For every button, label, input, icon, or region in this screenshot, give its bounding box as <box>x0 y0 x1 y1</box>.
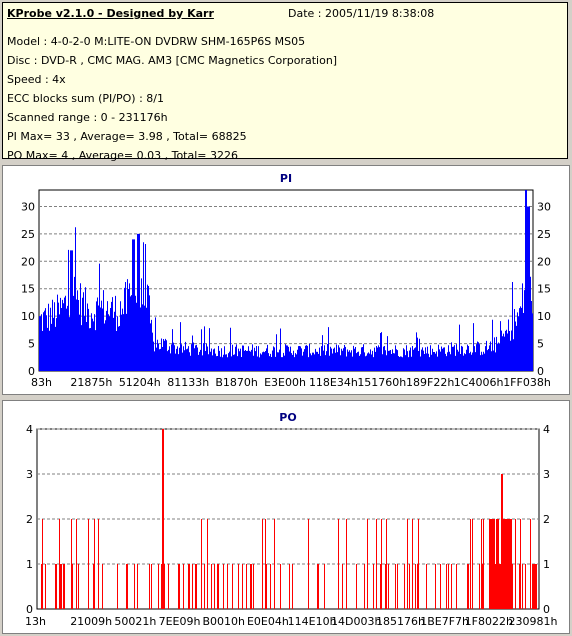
po-ytick-right: 4 <box>543 423 550 436</box>
pi-xtick: E3E00h <box>264 376 306 389</box>
pi-title: PI <box>280 172 292 185</box>
po-ytick-left: 2 <box>26 513 33 526</box>
pi-ytick-right: 25 <box>537 228 551 241</box>
pi-ytick-left: 20 <box>21 255 35 268</box>
po-stats-line: PO Max= 4 , Average= 0.03 , Total= 3226 <box>7 149 238 162</box>
po-xtick: 230981h <box>509 615 558 628</box>
pi-chart-panel: PI 0 0 5 5 10 10 15 15 20 20 25 25 30 30 83h 21875h 51204… <box>2 165 570 395</box>
po-xtick: B0010h <box>202 615 245 628</box>
po-title: PO <box>279 411 296 424</box>
po-ytick-right: 2 <box>543 513 550 526</box>
pi-ytick-left: 30 <box>21 200 35 213</box>
pi-ytick-left: 5 <box>28 338 35 351</box>
model-line: Model : 4-0-2-0 M:LITE-ON DVDRW SHM-165P… <box>7 35 306 48</box>
po-xtick: 1BE7F7h <box>420 615 469 628</box>
pi-xtick: 21875h <box>70 376 112 389</box>
pi-chart: PI 0 0 5 5 10 10 15 15 20 20 25 25 30 30 83h 21875h 51204… <box>21 172 551 389</box>
pi-xtick: 51204h <box>119 376 161 389</box>
po-series <box>41 429 537 609</box>
po-ytick-right: 3 <box>543 468 550 481</box>
pi-xtick: B1870h <box>215 376 258 389</box>
app-title: KProbe v2.1.0 - Designed by Karr <box>7 7 214 20</box>
pi-stats-line: PI Max= 33 , Average= 3.98 , Total= 6882… <box>7 130 247 143</box>
po-ytick-left: 0 <box>26 603 33 616</box>
scan-date: Date : 2005/11/19 8:38:08 <box>288 7 435 20</box>
po-xtick: 114E10h <box>288 615 337 628</box>
po-xtick: 7EE09h <box>159 615 201 628</box>
po-chart: PO 0 0 1 1 2 2 3 3 4 4 13h 21009h 50021h 7EE09h B0010h E… <box>25 411 558 628</box>
po-ytick-left: 3 <box>26 468 33 481</box>
pi-ytick-left: 15 <box>21 283 35 296</box>
po-ytick-right: 0 <box>543 603 550 616</box>
pi-xtick: 83h <box>31 376 52 389</box>
disc-line: Disc : DVD-R , CMC MAG. AM3 [CMC Magneti… <box>7 54 338 67</box>
ecc-line: ECC blocks sum (PI/PO) : 8/1 <box>7 92 164 105</box>
pi-ytick-left: 0 <box>28 365 35 378</box>
pi-ytick-right: 30 <box>537 200 551 213</box>
pi-ytick-right: 0 <box>537 365 544 378</box>
po-ytick-right: 1 <box>543 558 550 571</box>
po-xtick: 185176h <box>376 615 425 628</box>
pi-xtick: 1FF038h <box>503 376 551 389</box>
range-line: Scanned range : 0 - 231176h <box>7 111 168 124</box>
pi-xtick: 189F22h <box>406 376 454 389</box>
pi-xtick: 118E34h <box>309 376 358 389</box>
pi-series <box>39 190 533 371</box>
info-panel: KProbe v2.1.0 - Designed by Karr Date : … <box>2 2 568 162</box>
po-chart-panel: PO 0 0 1 1 2 2 3 3 4 4 13h 21009h 50021h 7EE09h B0010h E… <box>2 400 570 634</box>
po-ytick-left: 4 <box>26 423 33 436</box>
po-xtick: 14D003h <box>331 615 381 628</box>
po-xtick: E0E04h <box>247 615 289 628</box>
pi-ytick-right: 20 <box>537 255 551 268</box>
po-xtick: 1F8022h <box>465 615 513 628</box>
pi-xtick: 81133h <box>167 376 209 389</box>
pi-ytick-right: 5 <box>537 338 544 351</box>
po-xtick: 13h <box>25 615 46 628</box>
pi-ytick-right: 15 <box>537 283 551 296</box>
pi-xtick: 1C4006h <box>454 376 504 389</box>
pi-ytick-left: 25 <box>21 228 35 241</box>
po-ytick-left: 1 <box>26 558 33 571</box>
po-xtick: 21009h <box>70 615 112 628</box>
speed-line: Speed : 4x <box>7 73 66 86</box>
pi-ytick-right: 10 <box>537 310 551 323</box>
pi-xtick: 151760h <box>357 376 406 389</box>
pi-ytick-left: 10 <box>21 310 35 323</box>
po-xtick: 50021h <box>114 615 156 628</box>
